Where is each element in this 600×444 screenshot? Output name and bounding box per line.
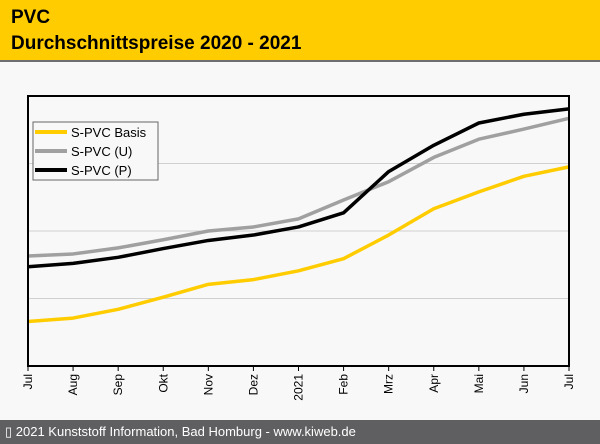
line-chart: Jul Aug Sep Okt Nov Dez 2021 Feb Mrz Apr Mai Jun Jul… xyxy=(21,95,576,401)
x-tick-label: Mrz xyxy=(382,374,396,394)
series-line-0 xyxy=(27,165,570,324)
x-axis: Jul Aug Sep Okt Nov Dez 2021 Feb Mrz Apr Mai Jun Jul xyxy=(21,366,576,401)
chart-header: PVC Durchschnittspreise 2020 - 2021 xyxy=(0,0,600,62)
chart-subtitle: Durchschnittspreise 2020 - 2021 xyxy=(11,33,302,54)
x-tick-label: Mai xyxy=(472,374,486,393)
chart-title: PVC xyxy=(11,7,51,28)
gridlines xyxy=(28,163,569,299)
copyright-footer: ▯ 2021 Kunststoff Information, Bad Hombu… xyxy=(0,420,600,444)
x-tick-label: Jul xyxy=(21,374,35,389)
legend-label: S-PVC (U) xyxy=(71,144,132,159)
x-tick-label: Apr xyxy=(427,374,441,393)
x-tick-label: 2021 xyxy=(292,374,306,401)
x-tick-label: Sep xyxy=(111,374,125,396)
legend: S-PVC Basis S-PVC (U) S-PVC (P) xyxy=(32,121,159,181)
legend-label: S-PVC Basis xyxy=(71,125,147,140)
legend-label: S-PVC (P) xyxy=(71,163,132,178)
series-line-1 xyxy=(27,116,570,258)
x-tick-label: Jul xyxy=(562,374,576,389)
x-tick-label: Nov xyxy=(201,374,215,395)
series-lines xyxy=(27,107,570,324)
x-tick-label: Okt xyxy=(156,373,170,392)
series-line-2 xyxy=(27,107,570,269)
x-tick-label: Feb xyxy=(337,374,351,395)
x-tick-label: Aug xyxy=(66,374,80,395)
x-tick-label: Dez xyxy=(246,374,260,395)
x-tick-label: Jun xyxy=(517,374,531,393)
